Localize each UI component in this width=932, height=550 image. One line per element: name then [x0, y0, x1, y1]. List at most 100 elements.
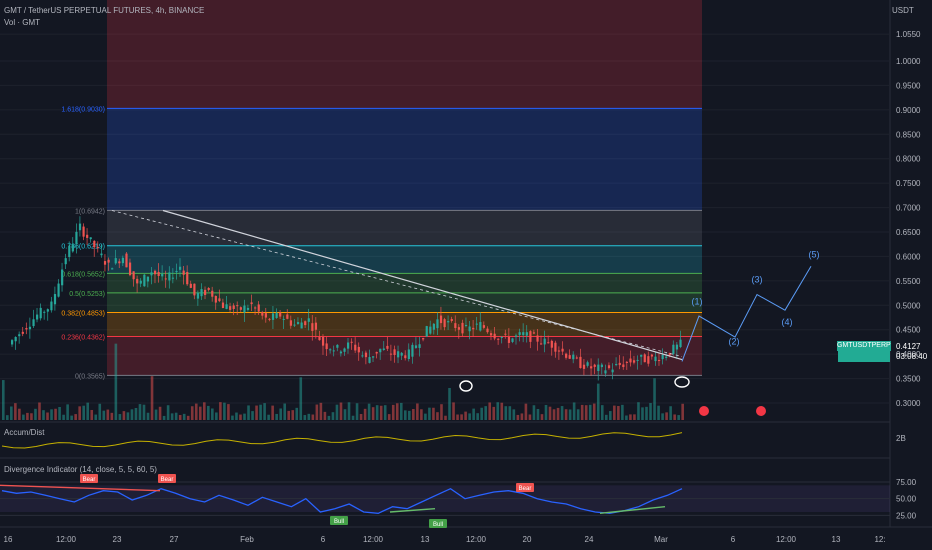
volume-bar [576, 409, 580, 420]
volume-bar [235, 412, 238, 420]
candle-body [461, 322, 464, 334]
candle-body [429, 326, 432, 334]
volume-bar [331, 412, 335, 420]
volume-bar [251, 411, 254, 420]
candle-body [368, 357, 371, 363]
volume-bar [375, 405, 379, 420]
volume-bar [508, 406, 512, 420]
volume-bar [231, 415, 234, 420]
candle-body [78, 223, 82, 231]
candle-body [214, 295, 217, 303]
volume-bar [387, 414, 391, 420]
volume-bar [54, 408, 57, 420]
fib-zone [107, 108, 702, 211]
volume-bar [162, 415, 166, 420]
candle-body [18, 334, 21, 337]
candle-body [175, 270, 178, 273]
volume-bar [609, 411, 612, 420]
candle-body [153, 270, 157, 275]
volume-bar [150, 376, 154, 420]
candle-body [468, 326, 471, 332]
volume-bar [247, 405, 250, 420]
volume-bar [464, 411, 467, 420]
volume-bar [10, 406, 13, 420]
candle-body [464, 324, 468, 326]
volume-bar [416, 403, 419, 420]
time-tick-label: 23 [113, 535, 122, 544]
candle-body [414, 345, 418, 348]
volume-bar [379, 405, 383, 420]
price-tick-label: 0.8000 [896, 155, 921, 164]
candle-body [447, 321, 450, 323]
volume-bar [600, 405, 604, 420]
event-flag-icon [699, 406, 709, 416]
volume-bar [243, 413, 246, 420]
volume-bar [142, 404, 146, 420]
volume-bar [448, 387, 451, 420]
volume-bar [540, 414, 544, 420]
volume-bar [496, 402, 500, 420]
elliott-wave-projection [681, 265, 812, 362]
candle-body [314, 322, 318, 330]
candle-body [93, 240, 96, 248]
volume-bar [299, 377, 303, 420]
candle-body [111, 268, 114, 270]
volume-bar [134, 407, 138, 420]
volume-bar [70, 415, 73, 420]
volume-bar [649, 403, 652, 420]
volume-bar [424, 413, 427, 420]
bull-divergence-line [389, 507, 436, 513]
volume-bar [516, 414, 520, 420]
candle-body [547, 342, 550, 344]
accum-dist-title: Accum/Dist [4, 428, 45, 437]
candle-body [96, 247, 99, 249]
candle-body [472, 327, 475, 330]
candle-body [404, 355, 407, 359]
accum-dist-line [1, 432, 683, 449]
volume-bar [452, 402, 455, 420]
candle-body [325, 343, 328, 350]
candle-body [607, 365, 611, 369]
volume-bar [62, 414, 65, 420]
volume-bar [645, 406, 648, 420]
volume-bar [118, 414, 122, 420]
volume-bar [363, 408, 367, 420]
volume-bar [367, 403, 371, 420]
candle-body [647, 356, 650, 364]
volume-bar [86, 402, 90, 420]
volume-bar [315, 404, 319, 420]
candle-body [193, 283, 196, 296]
volume-bar [78, 406, 81, 420]
candle-body [318, 336, 321, 341]
volume-bar [22, 414, 25, 420]
candle-body [532, 332, 536, 334]
candle-body [568, 355, 571, 359]
volume-bar [399, 402, 403, 420]
volume-bar [488, 402, 492, 420]
volume-bar [295, 407, 299, 420]
candle-body [561, 348, 564, 352]
candle-body [107, 259, 110, 263]
candle-body [32, 319, 35, 327]
candle-body [304, 321, 307, 326]
volume-bar [355, 403, 359, 420]
candle-body [557, 350, 561, 352]
time-tick-label: Feb [240, 535, 254, 544]
candle-body [196, 292, 200, 299]
volume-bar [223, 402, 226, 420]
candle-body [665, 356, 668, 358]
volume-bar [126, 412, 130, 420]
time-tick-label: 16 [4, 535, 13, 544]
wave-label: (4) [782, 317, 793, 327]
candle-body [475, 323, 478, 325]
candle-body [179, 266, 182, 270]
candle-body [286, 314, 289, 319]
candle-body [232, 305, 235, 310]
candle-body [268, 318, 271, 320]
volume-bar [605, 414, 608, 420]
candle-body [279, 312, 282, 317]
candle-body [357, 346, 360, 353]
volume-bar [130, 409, 134, 420]
fib-zone [107, 273, 702, 293]
